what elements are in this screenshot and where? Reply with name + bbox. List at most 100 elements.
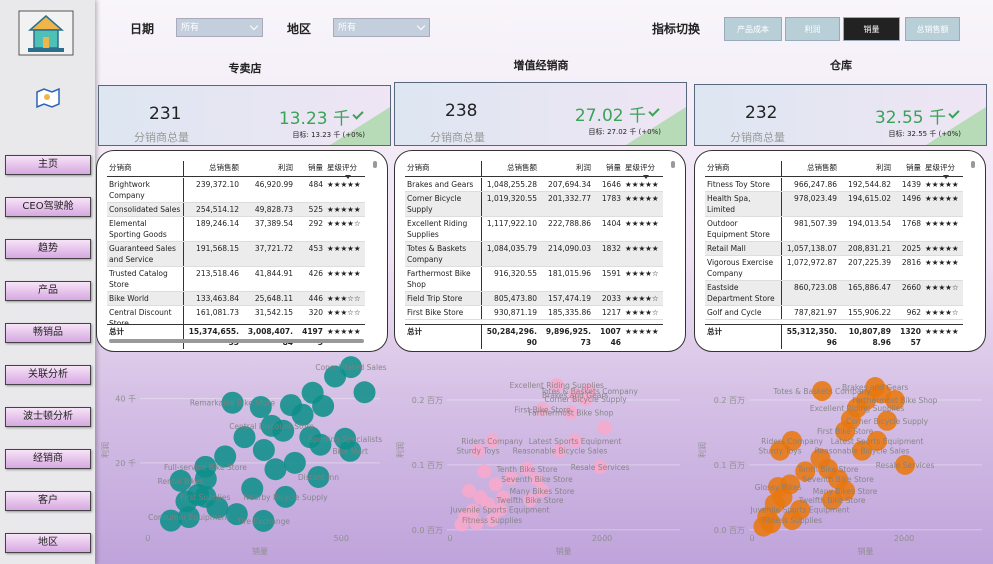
table-row[interactable]: Central Discount Store 161,081.73 31,542.1… bbox=[107, 305, 365, 324]
scatter-point bbox=[339, 356, 362, 379]
scrollbar[interactable] bbox=[373, 161, 377, 168]
point-label: Latest Sports Equipment bbox=[529, 437, 622, 446]
nav-button[interactable]: CEO驾驶舱 bbox=[5, 197, 91, 217]
nav-button[interactable]: 波士顿分析 bbox=[5, 407, 91, 427]
scrollbar-h[interactable] bbox=[109, 339, 364, 343]
point-label: First Bike Store bbox=[514, 406, 571, 415]
table-cell: ★★★★★ bbox=[923, 241, 963, 256]
table-cell: 1,072,972.87 bbox=[781, 255, 839, 281]
table-row[interactable]: Retail Mall 1,057,138.07 208,831.21 2025 ★★★… bbox=[705, 241, 963, 256]
y-tick-label: 0.2 百万 bbox=[412, 396, 443, 405]
table-cell: ★★★★★ bbox=[923, 216, 963, 242]
metric-button[interactable]: 利润 bbox=[785, 17, 840, 41]
table-cell: 1783 bbox=[593, 191, 623, 217]
point-label: Riders Company bbox=[761, 437, 823, 446]
column-header[interactable]: 利润 bbox=[839, 161, 893, 177]
nav-button[interactable]: 趋势 bbox=[5, 239, 91, 259]
table-row[interactable]: Corner Bicycle Supply 1,019,320.55 201,332… bbox=[405, 191, 663, 217]
metric-button[interactable]: 销量 bbox=[843, 17, 900, 41]
column-header[interactable]: 销量 bbox=[593, 161, 623, 177]
table-row[interactable]: Eastside Department Store 860,723.08 165,8… bbox=[705, 280, 963, 306]
point-label: Resale Services bbox=[876, 461, 935, 470]
nav-button[interactable]: 经销商 bbox=[5, 449, 91, 469]
table-cell: ★★★★★ bbox=[623, 216, 663, 242]
filter-dropdown[interactable]: 所有 bbox=[333, 18, 430, 37]
metric-button[interactable]: 总销售额 bbox=[905, 17, 960, 41]
table-cell: Field Trip Store bbox=[405, 291, 482, 306]
scatter-point bbox=[867, 430, 888, 451]
scrollbar[interactable] bbox=[971, 161, 975, 168]
map-icon[interactable] bbox=[35, 88, 61, 108]
point-label: First Supplies bbox=[180, 493, 230, 502]
table-row[interactable]: Farthermost Bike Shop 916,320.55 181,015.9… bbox=[405, 266, 663, 292]
total-cell: 总计 bbox=[107, 324, 184, 349]
point-label: First Bike Store bbox=[817, 427, 874, 436]
table-row[interactable]: Golf and Cycle 787,821.97 155,906.22 962 ★★★… bbox=[705, 305, 963, 320]
column-header[interactable]: 总销售额 bbox=[183, 161, 241, 177]
nav-button[interactable]: 关联分析 bbox=[5, 365, 91, 385]
table-row[interactable]: Trusted Catalog Store 213,518.46 41,844.91… bbox=[107, 266, 365, 292]
table-row[interactable]: Health Spa, Limited 978,023.49 194,615.02 1… bbox=[705, 191, 963, 217]
table-row[interactable]: Outdoor Equipment Store 981,507.39 194,013… bbox=[705, 216, 963, 242]
column-header[interactable]: 总销售额 bbox=[781, 161, 839, 177]
table-row[interactable]: Elemental Sporting Goods 189,246.14 37,389… bbox=[107, 216, 365, 242]
table-cell: 2816 bbox=[893, 255, 923, 281]
table-row[interactable]: Vigorous Exercise Company 1,072,972.87 207… bbox=[705, 255, 963, 281]
table-header: 分销商 总销售额 利润 销量 星级评分 bbox=[705, 161, 963, 177]
table-box: 分销商 总销售额 利润 销量 星级评分 Brakes and Gears 1,048,255… bbox=[394, 150, 686, 352]
nav-button[interactable]: 客户 bbox=[5, 491, 91, 511]
scatter-point bbox=[493, 502, 508, 517]
table-cell: ★★★★★ bbox=[623, 178, 663, 192]
scatter-point bbox=[299, 426, 322, 449]
total-cell: ★★★★★ bbox=[923, 324, 963, 349]
point-label: Latest Sports Equipment bbox=[831, 437, 924, 446]
table-row[interactable]: Field Trip Store 805,473.80 157,474.19 2033… bbox=[405, 291, 663, 306]
table-row[interactable]: Bike World 133,463.84 25,648.11 446 ★★★☆☆ bbox=[107, 291, 365, 306]
scatter-point bbox=[530, 472, 545, 487]
point-label: Tenth Bike Store bbox=[496, 465, 558, 474]
kpi-label: 分销商总量 bbox=[730, 131, 785, 144]
column-header[interactable]: 分销商 bbox=[705, 161, 782, 177]
table-row[interactable]: Brakes and Gears 1,048,255.28 207,694.34 16… bbox=[405, 178, 663, 192]
table-row[interactable]: Excellent Riding Supplies 1,117,922.10 222… bbox=[405, 216, 663, 242]
metric-button[interactable]: 产品成本 bbox=[724, 17, 782, 41]
column-header[interactable]: 销量 bbox=[893, 161, 923, 177]
column-header[interactable]: 总销售额 bbox=[481, 161, 539, 177]
scatter-point bbox=[877, 410, 898, 431]
nav-button[interactable]: 畅销品 bbox=[5, 323, 91, 343]
scatter-point bbox=[187, 483, 210, 506]
metric-label: 指标切换 bbox=[652, 22, 701, 36]
table-cell: 207,694.34 bbox=[539, 178, 593, 192]
point-label: Juvenile Sports Equipment bbox=[750, 506, 850, 515]
x-tick-label: 0 bbox=[447, 534, 452, 543]
column-header[interactable]: 利润 bbox=[539, 161, 593, 177]
table-row[interactable]: Totes & Baskets Company 1,084,035.79 214,0… bbox=[405, 241, 663, 267]
table-row[interactable]: Brightwork Company 239,372.10 46,920.99 484… bbox=[107, 178, 365, 203]
nav-button[interactable]: 产品 bbox=[5, 281, 91, 301]
scatter-point bbox=[856, 390, 877, 411]
column-header[interactable]: 利润 bbox=[241, 161, 295, 177]
point-label: Excellent Riding Supplies bbox=[510, 381, 604, 390]
point-label: Distant Inn bbox=[298, 473, 339, 482]
table-cell: ★★★★☆ bbox=[923, 280, 963, 306]
filter-dropdown[interactable]: 所有 bbox=[176, 18, 263, 37]
point-label: Brakes and Gears bbox=[842, 383, 908, 392]
home-icon[interactable] bbox=[18, 10, 74, 56]
column-header[interactable]: 分销商 bbox=[405, 161, 482, 177]
table-row[interactable]: Fitness Toy Store 966,247.86 192,544.82 143… bbox=[705, 178, 963, 192]
table-row[interactable]: Consolidated Sales 254,514.12 49,828.73 525… bbox=[107, 202, 365, 217]
point-label: Excellent Riding Supplies bbox=[810, 404, 904, 413]
column-header[interactable]: 销量 bbox=[295, 161, 325, 177]
table-row[interactable]: Guaranteed Sales and Service 191,568.15 37… bbox=[107, 241, 365, 267]
point-label: Glossy Bikes bbox=[755, 483, 802, 492]
table-row[interactable]: First Bike Store 930,871.19 185,335.86 1217… bbox=[405, 305, 663, 320]
scatter-point bbox=[520, 461, 535, 476]
total-cell: 总计 bbox=[705, 324, 782, 349]
table-cell: 37,389.54 bbox=[241, 216, 295, 242]
column-header[interactable]: 分销商 bbox=[107, 161, 184, 177]
data-table: 总计 50,284,296.90 9,896,925.73 100746 ★★★★★ bbox=[405, 324, 663, 349]
nav-button[interactable]: 地区 bbox=[5, 533, 91, 553]
nav-button[interactable]: 主页 bbox=[5, 155, 91, 175]
table-cell: 525 bbox=[295, 202, 325, 217]
scrollbar[interactable] bbox=[671, 161, 675, 168]
